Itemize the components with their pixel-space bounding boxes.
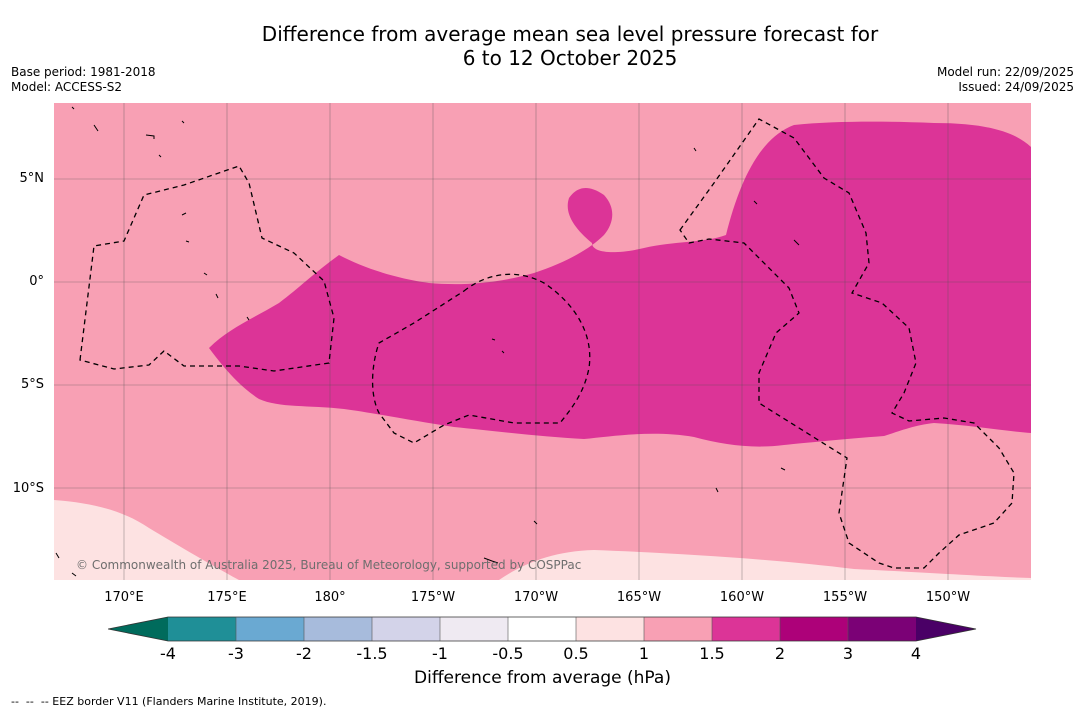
lat-label-5n: 5°N bbox=[19, 171, 45, 186]
cbar-bin-2 bbox=[236, 617, 304, 641]
cbar-outline bbox=[108, 616, 977, 642]
copyright-notice: © Commonwealth of Australia 2025, Bureau… bbox=[76, 558, 582, 572]
colorbar bbox=[108, 616, 977, 642]
cbar-tick: 2 bbox=[774, 644, 786, 663]
anomaly-1.5-2-region bbox=[209, 121, 1031, 447]
map-svg bbox=[54, 103, 1031, 580]
lon-label-170w: 170°W bbox=[513, 590, 559, 605]
cbar-below-min bbox=[108, 617, 168, 641]
issued-date: Issued: 24/09/2025 bbox=[958, 80, 1074, 94]
model-run: Model run: 22/09/2025 bbox=[936, 65, 1074, 79]
lon-label-150w: 150°W bbox=[925, 590, 971, 605]
cbar-above-max bbox=[916, 617, 976, 641]
meta-right: Model run: 22/09/2025 Issued: 24/09/2025 bbox=[937, 65, 1074, 95]
lon-label-160w: 160°W bbox=[719, 590, 765, 605]
cbar-bin-10 bbox=[780, 617, 848, 641]
lon-label-180: 180° bbox=[314, 590, 346, 605]
eez-borders bbox=[79, 118, 1015, 569]
cbar-tick: 0.5 bbox=[563, 644, 589, 663]
cbar-tick: -2 bbox=[296, 644, 312, 663]
anomaly-0.5-1-southwest bbox=[54, 500, 239, 580]
cbar-bin-5 bbox=[440, 617, 508, 641]
base-period: Base period: 1981-2018 bbox=[11, 65, 156, 79]
eez-legend: -- -- -- EEZ border V11 (Flanders Marine… bbox=[11, 695, 327, 708]
lon-label-170e: 170°E bbox=[104, 590, 144, 605]
cbar-tick: 3 bbox=[842, 644, 854, 663]
islands bbox=[55, 106, 800, 577]
cbar-bin-3 bbox=[304, 617, 372, 641]
title-line-2: 6 to 12 October 2025 bbox=[462, 46, 678, 70]
cbar-bin-1 bbox=[168, 617, 236, 641]
lat-label-10s: 10°S bbox=[12, 481, 44, 496]
chart-title: Difference from average mean sea level p… bbox=[0, 22, 1085, 70]
model-name: Model: ACCESS-S2 bbox=[11, 80, 123, 94]
lon-label-165w: 165°W bbox=[616, 590, 662, 605]
cbar-tick: -4 bbox=[160, 644, 176, 663]
cbar-tick: 1.5 bbox=[699, 644, 725, 663]
cbar-bin-6 bbox=[508, 617, 576, 641]
cbar-bin-8 bbox=[644, 617, 712, 641]
cbar-tick: 1 bbox=[638, 644, 650, 663]
cbar-tick: -3 bbox=[228, 644, 244, 663]
cbar-tick: -1 bbox=[432, 644, 448, 663]
cbar-tick: -1.5 bbox=[356, 644, 388, 663]
anomaly-0.5-1-south bbox=[499, 550, 1031, 580]
lat-label-5s: 5°S bbox=[20, 377, 44, 392]
cbar-bin-9 bbox=[712, 617, 780, 641]
cbar-bin-7 bbox=[576, 617, 644, 641]
cbar-dividers bbox=[235, 617, 849, 641]
graticule bbox=[54, 103, 1031, 580]
cbar-bin-11 bbox=[848, 617, 916, 641]
lon-label-175e: 175°E bbox=[207, 590, 247, 605]
lon-label-155w: 155°W bbox=[822, 590, 868, 605]
lat-label-0: 0° bbox=[29, 274, 44, 289]
cbar-bin-4 bbox=[372, 617, 440, 641]
cbar-tick: 4 bbox=[910, 644, 922, 663]
title-line-1: Difference from average mean sea level p… bbox=[261, 22, 879, 46]
colorbar-label: Difference from average (hPa) bbox=[414, 668, 671, 688]
meta-left: Base period: 1981-2018 Model: ACCESS-S2 bbox=[11, 65, 156, 95]
cbar-tick: -0.5 bbox=[492, 644, 524, 663]
map-panel: © Commonwealth of Australia 2025, Bureau… bbox=[54, 103, 1031, 580]
lon-label-175w: 175°W bbox=[410, 590, 456, 605]
